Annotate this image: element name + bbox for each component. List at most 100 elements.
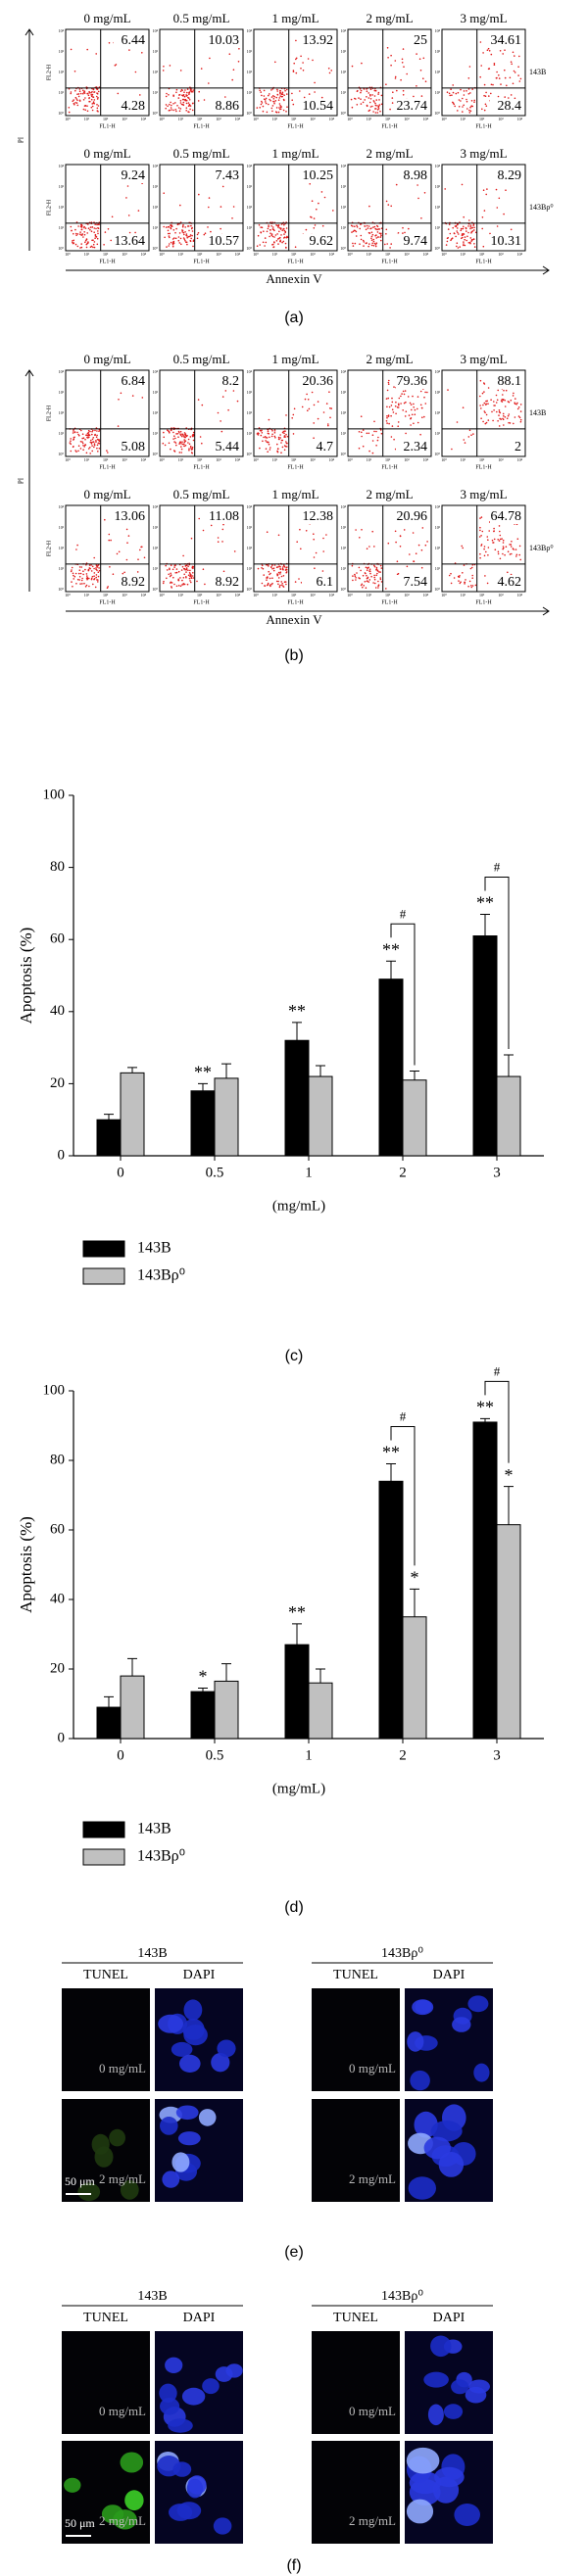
scatter-point: [374, 244, 377, 246]
scatter-point: [491, 539, 494, 542]
scatter-point: [86, 575, 88, 577]
scatter-point: [322, 411, 325, 413]
scatter-point: [479, 405, 481, 406]
value-bg: [302, 373, 335, 389]
scatter-point: [401, 393, 403, 395]
scatter-point: [263, 436, 265, 439]
scatter-point: [397, 406, 400, 408]
value-bg: [114, 167, 147, 183]
scatter-point: [279, 573, 281, 575]
scatter-point: [75, 221, 78, 223]
scatter-point: [92, 441, 95, 443]
scatter-point: [74, 450, 76, 452]
decade-label: 10¹: [435, 566, 441, 571]
scatter-point: [313, 538, 316, 541]
scatter-point: [372, 240, 375, 243]
scatter-point: [204, 583, 206, 586]
scatter-point: [487, 47, 490, 50]
scatter-point: [462, 236, 464, 239]
scatter-point: [328, 72, 331, 74]
scatter-point: [416, 407, 418, 410]
decade-label: 10⁴: [517, 593, 523, 597]
scatter-point: [190, 237, 192, 240]
scatter-point: [192, 102, 194, 105]
scatter-point: [373, 574, 375, 577]
scatter-point: [392, 91, 394, 93]
scatter-point: [419, 404, 422, 406]
outer-x-label: Annexin V: [266, 612, 322, 627]
scatter-point: [70, 225, 73, 228]
nucleus: [443, 2404, 464, 2419]
scatter-point: [277, 243, 279, 245]
scatter-point: [187, 442, 189, 444]
scatter-point: [76, 245, 79, 248]
scatter-point: [295, 58, 297, 61]
decade-label: 10³: [341, 390, 347, 395]
decade-label: 10⁰: [340, 587, 346, 592]
scatter-point: [366, 90, 368, 92]
legend-swatch: [82, 1267, 125, 1285]
bar: [214, 1680, 239, 1740]
comparison-bracket: [484, 1380, 510, 1463]
concentration-label: 1 mg/mL: [271, 11, 318, 25]
scatter-point: [332, 210, 334, 212]
scatter-point: [188, 449, 190, 452]
column-label: DAPI: [183, 2311, 216, 2325]
scatter-point: [512, 51, 514, 54]
scatter-point: [181, 584, 183, 586]
scatter-point: [185, 571, 187, 573]
scatter-point: [392, 411, 395, 413]
scatter-point: [321, 224, 324, 227]
x-axis-label: FL1-H: [193, 464, 210, 470]
nucleus: [181, 2387, 206, 2406]
scatter-point: [494, 549, 497, 550]
scatter-point: [82, 99, 85, 101]
scatter-point: [286, 236, 289, 239]
scatter-point: [93, 241, 96, 243]
scatter-point: [270, 99, 271, 102]
scatter-point: [486, 49, 489, 51]
bar: [214, 1077, 239, 1157]
scatter-point: [380, 227, 383, 229]
scatter-point: [502, 546, 505, 548]
decade-label: 10³: [59, 184, 65, 189]
scatter-point: [187, 438, 190, 441]
scatter-point: [172, 242, 174, 245]
nucleus: [427, 2404, 444, 2426]
arrow-head: [24, 369, 34, 377]
scatter-point: [312, 59, 314, 62]
scatter-point: [298, 578, 300, 580]
scatter-point: [192, 245, 194, 248]
scatter-point: [175, 88, 178, 91]
scatter-point: [351, 564, 354, 567]
scatter-point: [270, 583, 272, 586]
significance: **: [476, 893, 494, 913]
scatter-point: [411, 408, 413, 411]
concentration-label: 2 mg/mL: [366, 352, 413, 366]
concentration-label: 0 mg/mL: [83, 11, 130, 25]
scatter-point: [463, 90, 466, 92]
decade-label: 10⁴: [329, 252, 335, 257]
scatter-point: [166, 569, 169, 571]
scatter-point: [276, 573, 279, 576]
scatter-point: [163, 225, 165, 228]
scatter-point: [89, 226, 92, 228]
scatter-point: [90, 570, 93, 572]
y-tick-label: 40: [50, 1003, 65, 1019]
nucleus: [407, 2031, 424, 2052]
scatter-point: [268, 443, 270, 446]
scatter-point: [387, 542, 390, 545]
value-bg: [396, 508, 429, 524]
scatter-point: [497, 539, 500, 541]
decade-label: 10⁴: [59, 28, 65, 33]
scatter-point: [273, 95, 275, 98]
scatter-point: [360, 89, 363, 92]
decade-label: 10⁰: [65, 252, 71, 257]
scatter-point: [502, 417, 504, 420]
scatter-point: [480, 65, 483, 67]
nucleus: [109, 2128, 125, 2147]
scatter-point: [483, 402, 486, 405]
decade-label: 10¹: [59, 431, 65, 436]
scatter-point: [498, 197, 501, 200]
scatter-point: [499, 534, 502, 537]
